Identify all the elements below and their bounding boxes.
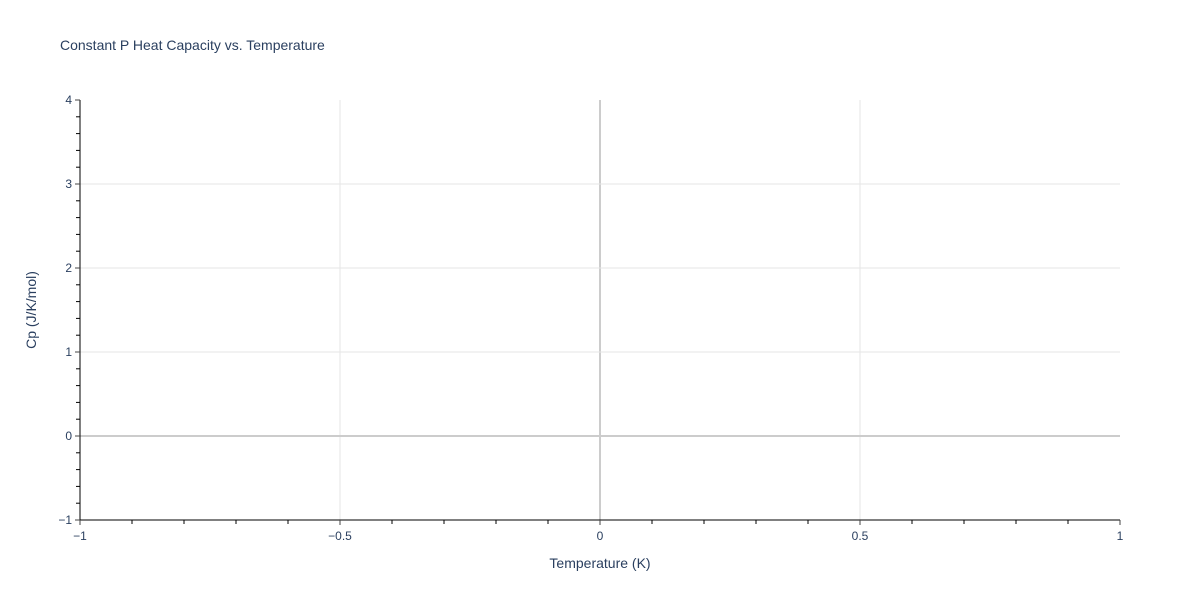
y-tick-label: −1 [58, 513, 72, 527]
x-tick-label: 1 [1117, 529, 1124, 543]
chart-title: Constant P Heat Capacity vs. Temperature [60, 37, 325, 53]
x-tick-label: −1 [73, 529, 87, 543]
x-axis-label: Temperature (K) [549, 555, 650, 571]
x-tick-label: 0.5 [852, 529, 869, 543]
y-tick-label: 2 [65, 261, 72, 275]
ticks: −1 −0.5 0 0.5 1 −1 0 1 2 3 4 [58, 93, 1123, 543]
x-tick-label: −0.5 [328, 529, 352, 543]
y-axis-label: Cp (J/K/mol) [23, 271, 39, 349]
x-tick-label: 0 [597, 529, 604, 543]
y-tick-label: 0 [65, 429, 72, 443]
y-tick-label: 3 [65, 177, 72, 191]
y-tick-label: 1 [65, 345, 72, 359]
y-tick-label: 4 [65, 93, 72, 107]
grid [80, 100, 1120, 520]
